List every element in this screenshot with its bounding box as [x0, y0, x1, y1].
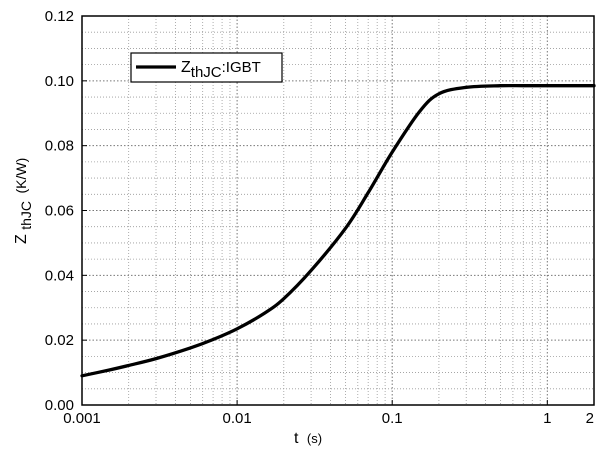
y-tick-label: 0.04	[45, 267, 74, 284]
x-axis-label: t (s)	[294, 430, 322, 447]
y-tick-label: 0.00	[45, 397, 74, 414]
legend-label-sub: thJC	[191, 64, 222, 81]
y-axis-label-main: Z	[13, 234, 30, 244]
x-tick-label: 0.001	[63, 410, 101, 427]
x-tick-label: 0.01	[223, 410, 252, 427]
y-axis-label-unit: (K/W)	[13, 158, 29, 194]
y-tick-label: 0.12	[45, 8, 74, 25]
y-axis-label-sub: thJC	[18, 201, 34, 230]
legend-label-main: Z	[181, 59, 191, 76]
axis-layer: 0.000.020.040.060.080.100.120.001 0.01 0.1…	[45, 8, 595, 427]
x-axis-label-main: t	[294, 430, 299, 447]
y-tick-label: 0.06	[45, 203, 74, 220]
y-axis-label: Z thJC (K/W)	[13, 158, 35, 244]
legend-label-suffix: :IGBT	[222, 59, 261, 76]
series-layer	[80, 83, 596, 378]
y-tick-label: 0.10	[45, 73, 74, 90]
legend-label: ZthJC:IGBT	[181, 59, 261, 81]
x-axis-label-unit: (s)	[307, 431, 322, 446]
series-line-0	[80, 83, 596, 378]
x-tick-label: 0.1	[382, 410, 403, 427]
x-tick-label: 2	[586, 410, 594, 427]
legend: ZthJC:IGBT	[130, 52, 283, 83]
y-tick-label: 0.02	[45, 332, 74, 349]
y-tick-label: 0.08	[45, 138, 74, 155]
x-tick-label: 1	[543, 410, 551, 427]
